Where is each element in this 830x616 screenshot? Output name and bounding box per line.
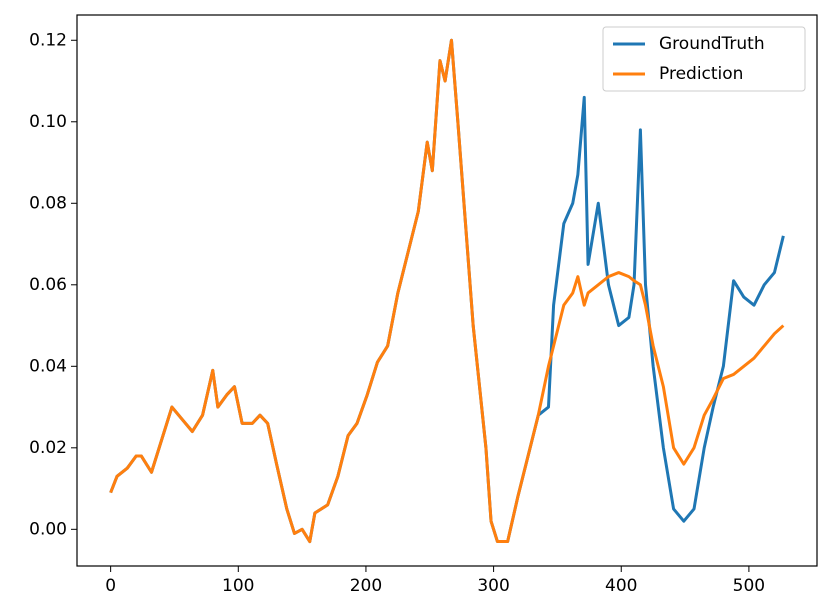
legend-box — [602, 26, 806, 92]
x-tick-label: 400 — [605, 576, 637, 596]
legend-label: GroundTruth — [659, 34, 765, 54]
y-tick-label: 0.06 — [29, 275, 67, 295]
x-tick-label: 300 — [477, 576, 509, 596]
y-tick-label: 0.08 — [29, 193, 67, 213]
y-tick-label: 0.10 — [29, 112, 67, 132]
legend: GroundTruth Prediction — [602, 26, 806, 92]
x-tick-label: 200 — [350, 576, 382, 596]
y-tick-label: 0.00 — [29, 519, 67, 539]
y-tick-label: 0.04 — [29, 356, 67, 376]
y-tick-label: 0.02 — [29, 438, 67, 458]
legend-label: Prediction — [659, 64, 743, 84]
series-line — [109, 38, 785, 544]
plot-frame — [76, 14, 818, 567]
series-line — [109, 38, 785, 544]
y-tick-label: 0.12 — [29, 30, 67, 50]
x-tick-label: 500 — [733, 576, 765, 596]
x-tick-label: 100 — [222, 576, 254, 596]
x-tick-label: 0 — [105, 576, 116, 596]
